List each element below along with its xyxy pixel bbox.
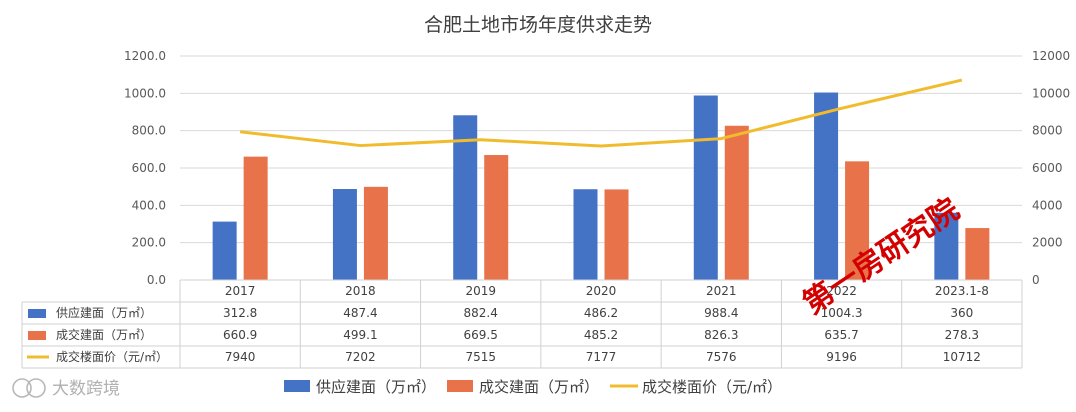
data-label: 7940: [225, 350, 256, 364]
data-label: 7515: [465, 350, 496, 364]
bar: [332, 189, 357, 280]
data-label: 660.9: [223, 328, 257, 342]
legend-label: 成交楼面价（元/㎡）: [642, 378, 782, 396]
left-tick-label: 1200.0: [124, 49, 166, 63]
data-label: 7576: [706, 350, 737, 364]
data-label: 278.3: [945, 328, 979, 342]
bar: [573, 189, 598, 280]
data-label: 360: [950, 306, 973, 320]
data-label: 9196: [826, 350, 857, 364]
right-tick-label: 12000: [1032, 49, 1070, 63]
category-label: 2019: [465, 284, 496, 298]
right-tick-label: 2000: [1032, 236, 1063, 250]
watermark-logo-icon: [12, 378, 46, 398]
row-series-name: 成交楼面价（元/㎡）: [56, 349, 168, 364]
line-series: [239, 78, 963, 148]
data-label: 10712: [943, 350, 981, 364]
bar: [814, 92, 839, 280]
data-label: 1004.3: [821, 306, 863, 320]
data-label: 882.4: [464, 306, 498, 320]
gridlines: [180, 55, 1022, 281]
series-line: [239, 78, 963, 148]
row-legend-swatch: [28, 331, 46, 340]
category-label: 2020: [586, 284, 617, 298]
left-tick-label: 800.0: [132, 124, 166, 138]
category-label: 2023.1-8: [935, 284, 989, 298]
bar: [484, 155, 509, 280]
legend-label: 成交建面（万㎡）: [479, 378, 599, 396]
legend-swatch: [284, 380, 310, 392]
data-label: 7177: [586, 350, 617, 364]
right-tick-label: 4000: [1032, 198, 1063, 212]
bar: [965, 228, 990, 280]
category-label: 2021: [706, 284, 737, 298]
bar: [363, 186, 388, 280]
legend-swatch: [447, 380, 473, 392]
left-axis-ticks: 0.0 200.0 400.0 600.0 800.0 1000.0 1200.0: [124, 49, 166, 287]
right-axis-ticks: 0 2000 4000 6000 8000 10000 12000: [1032, 49, 1070, 287]
data-label: 988.4: [704, 306, 738, 320]
bar: [934, 212, 959, 280]
data-label: 669.5: [464, 328, 498, 342]
right-tick-label: 6000: [1032, 161, 1063, 175]
bar: [693, 95, 718, 281]
bar: [604, 189, 629, 280]
bar: [845, 161, 870, 280]
row-legend-swatch: [28, 309, 46, 318]
watermark-grey: 大数跨境: [12, 378, 120, 399]
data-label: 826.3: [704, 328, 738, 342]
bar: [724, 125, 749, 281]
data-table: 2017 2018 2019 2020 2021 2022 2023.1-8 供应建面（万㎡）…: [21, 279, 1023, 369]
bar: [453, 115, 478, 280]
category-label: 2018: [345, 284, 376, 298]
data-label: 312.8: [223, 306, 257, 320]
data-label: 499.1: [343, 328, 377, 342]
data-label: 487.4: [343, 306, 377, 320]
right-tick-label: 10000: [1032, 86, 1070, 100]
right-tick-label: 8000: [1032, 124, 1063, 138]
left-tick-label: 0.0: [147, 273, 166, 287]
legend: 供应建面（万㎡） 成交建面（万㎡） 成交楼面价（元/㎡）: [284, 378, 782, 396]
bar: [243, 156, 268, 280]
category-label: 2017: [225, 284, 256, 298]
left-tick-label: 400.0: [132, 198, 166, 212]
data-label: 486.2: [584, 306, 618, 320]
bar: [212, 221, 237, 280]
row-series-name: 供应建面（万㎡）: [56, 305, 152, 320]
left-tick-label: 200.0: [132, 236, 166, 250]
left-tick-label: 1000.0: [124, 86, 166, 100]
row-series-name: 成交建面（万㎡）: [56, 327, 152, 342]
right-tick-label: 0: [1032, 273, 1040, 287]
chart-title: 合肥土地市场年度供求走势: [424, 14, 652, 36]
data-label: 485.2: [584, 328, 618, 342]
bar-series: [212, 92, 990, 281]
watermark-grey-text: 大数跨境: [52, 379, 120, 399]
data-label: 635.7: [824, 328, 858, 342]
legend-label: 供应建面（万㎡）: [316, 378, 436, 396]
left-tick-label: 600.0: [132, 161, 166, 175]
category-label: 2022: [826, 284, 857, 298]
data-label: 7202: [345, 350, 376, 364]
